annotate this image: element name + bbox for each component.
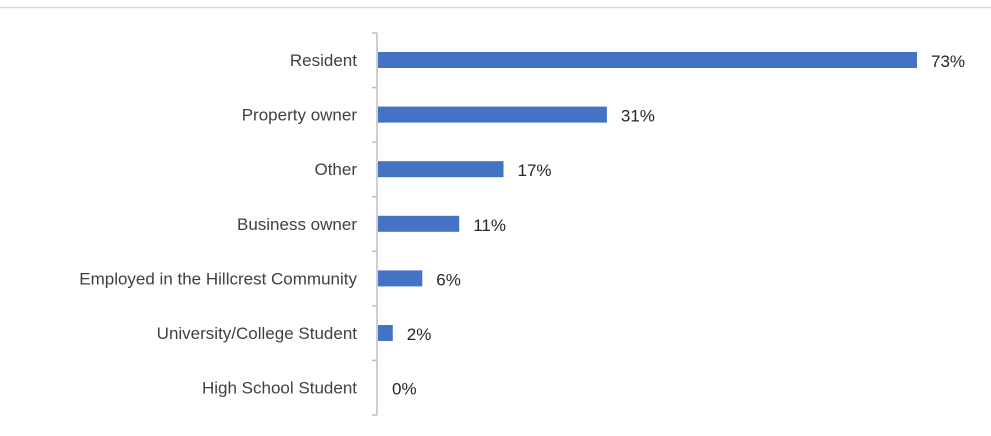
bar [378, 270, 423, 287]
category-label: Business owner [237, 215, 357, 234]
category-label: Other [314, 160, 357, 179]
value-label: 17% [518, 161, 552, 180]
value-labels: 73% 31% 17% 11% 6% 2% 0% [392, 52, 965, 399]
value-label: 2% [407, 325, 432, 344]
bar [378, 52, 917, 68]
value-label: 6% [436, 270, 461, 289]
bar [378, 215, 460, 232]
category-label: Property owner [242, 106, 358, 125]
category-label: High School Student [202, 379, 357, 398]
bar [378, 325, 393, 341]
value-label: 11% [473, 216, 506, 235]
value-label: 0% [392, 380, 417, 399]
bars [378, 52, 917, 341]
bar [378, 161, 504, 178]
bar [378, 106, 607, 123]
category-labels: Resident Property owner Other Business owne… [79, 51, 357, 398]
category-label: Employed in the Hillcrest Community [79, 269, 357, 288]
category-label: University/College Student [157, 324, 358, 343]
value-label: 31% [621, 107, 655, 126]
category-label: Resident [290, 51, 357, 70]
value-label: 73% [931, 52, 965, 71]
y-axis [372, 32, 378, 416]
